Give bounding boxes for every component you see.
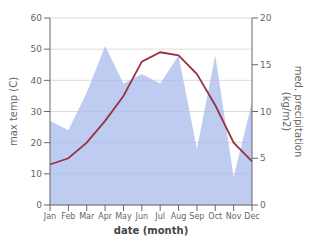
- svg-text:Feb: Feb: [61, 212, 75, 221]
- svg-text:0: 0: [36, 200, 42, 210]
- svg-text:Aug: Aug: [171, 212, 187, 221]
- svg-text:15: 15: [260, 60, 271, 70]
- svg-text:0: 0: [260, 200, 266, 210]
- svg-text:10: 10: [260, 107, 272, 117]
- svg-text:Sep: Sep: [189, 212, 204, 221]
- svg-text:med. precipitation(kg/m2): med. precipitation(kg/m2): [281, 66, 304, 158]
- svg-text:May: May: [115, 212, 132, 221]
- svg-text:60: 60: [31, 13, 43, 23]
- svg-text:max temp (C): max temp (C): [8, 77, 19, 146]
- svg-text:date (month): date (month): [114, 225, 188, 236]
- svg-text:Oct: Oct: [208, 212, 222, 221]
- svg-text:Jun: Jun: [135, 212, 149, 221]
- svg-text:30: 30: [31, 107, 43, 117]
- svg-text:Mar: Mar: [79, 212, 95, 221]
- svg-text:40: 40: [31, 76, 43, 86]
- svg-text:Jan: Jan: [43, 212, 56, 221]
- svg-text:5: 5: [260, 153, 266, 163]
- svg-text:Nov: Nov: [226, 212, 242, 221]
- svg-text:Apr: Apr: [98, 212, 113, 221]
- svg-text:20: 20: [260, 13, 272, 23]
- svg-text:Jul: Jul: [154, 212, 165, 221]
- svg-text:10: 10: [31, 169, 43, 179]
- svg-text:20: 20: [31, 138, 43, 148]
- svg-text:50: 50: [31, 44, 43, 54]
- svg-text:Dec: Dec: [244, 212, 259, 221]
